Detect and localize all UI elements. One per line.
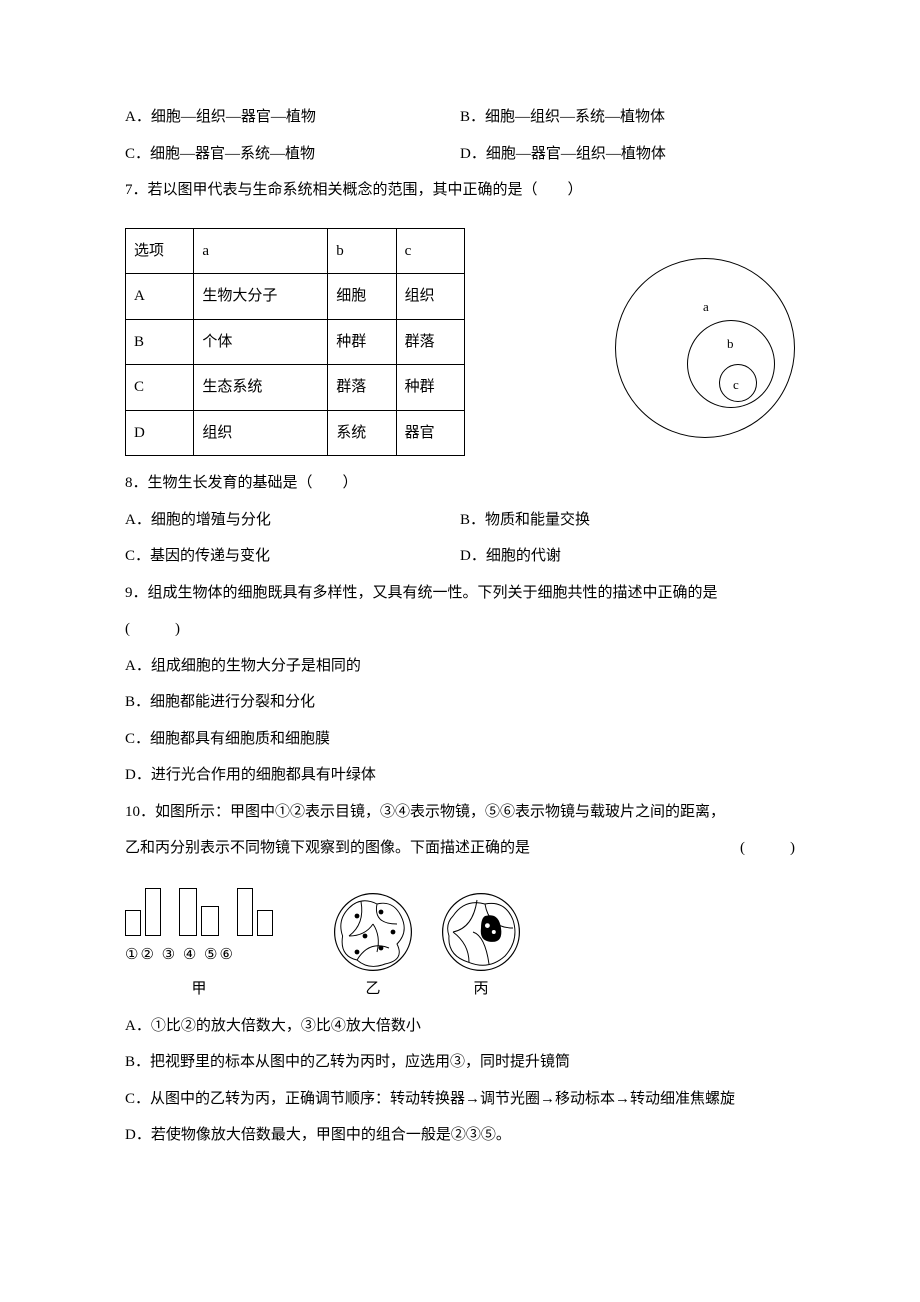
cell: 生物大分子 — [194, 274, 328, 320]
q7-stem: 7．若以图甲代表与生命系统相关概念的范围，其中正确的是（ ） — [125, 173, 795, 208]
q6-optA: A．细胞—组织—器官—植物 — [125, 100, 460, 135]
caption-jia: 甲 — [125, 972, 273, 1007]
q10-optA: A．①比②的放大倍数大，③比④放大倍数小 — [125, 1009, 795, 1044]
eyepiece-pair — [125, 888, 161, 936]
cell: 系统 — [328, 410, 396, 456]
q8-row2: C．基因的传递与变化 D．细胞的代谢 — [125, 539, 795, 574]
q10-optB: B．把视野里的标本从图中的乙转为丙时，应选用③，同时提升镜筒 — [125, 1045, 795, 1080]
nested-circles-diagram: a b c — [615, 258, 795, 438]
fig-jia: ①② ③ ④ ⑤⑥ 甲 — [125, 872, 273, 1007]
q8-optD: D．细胞的代谢 — [460, 539, 795, 574]
q6-options-row2: C．细胞—器官—系统—植物 D．细胞—器官—组织—植物体 — [125, 137, 795, 172]
cell: 群落 — [328, 365, 396, 411]
q9-optB: B．细胞都能进行分裂和分化 — [125, 685, 795, 720]
q9-stem: 9．组成生物体的细胞既具有多样性，又具有统一性。下列关于细胞共性的描述中正确的是 — [125, 576, 795, 611]
q8-optC: C．基因的传递与变化 — [125, 539, 460, 574]
q10-figures: ①② ③ ④ ⑤⑥ 甲 乙 — [125, 872, 795, 1007]
th-c: c — [396, 228, 464, 274]
q8-optB: B．物质和能量交换 — [460, 503, 795, 538]
th-a: a — [194, 228, 328, 274]
objective-pair — [179, 888, 219, 936]
q8-stem: 8．生物生长发育的基础是（ ） — [125, 466, 795, 501]
lens-numbers: ①② ③ ④ ⑤⑥ — [125, 938, 235, 973]
q10-stem2-text: 乙和丙分别表示不同物镜下观察到的图像。下面描述正确的是 — [125, 831, 530, 866]
q9-stem2: ( ) — [125, 612, 795, 647]
q7-table: 选项 a b c A 生物大分子 细胞 组织 B 个体 种群 群落 C 生态系统… — [125, 228, 465, 457]
q10-optD: D．若使物像放大倍数最大，甲图中的组合一般是②③⑤。 — [125, 1118, 795, 1153]
q6-optD: D．细胞—器官—组织—植物体 — [460, 137, 795, 172]
cell: D — [126, 410, 194, 456]
fig-bing: 丙 — [441, 892, 521, 1007]
th-opt: 选项 — [126, 228, 194, 274]
label-a: a — [703, 292, 709, 322]
cell: A — [126, 274, 194, 320]
tube-1 — [125, 910, 141, 936]
tube-2 — [145, 888, 161, 936]
tube-4 — [201, 906, 219, 936]
fig-yi: 乙 — [333, 892, 413, 1007]
label-b: b — [727, 329, 734, 359]
q10-stem2: 乙和丙分别表示不同物镜下观察到的图像。下面描述正确的是 ( ) — [125, 831, 795, 866]
cell: 群落 — [396, 319, 464, 365]
tube-6 — [257, 910, 273, 936]
cell: 组织 — [396, 274, 464, 320]
table-row: C 生态系统 群落 种群 — [126, 365, 465, 411]
q8-optA: A．细胞的增殖与分化 — [125, 503, 460, 538]
cell: 器官 — [396, 410, 464, 456]
table-header-row: 选项 a b c — [126, 228, 465, 274]
cells-low-mag-icon — [333, 892, 413, 972]
q6-optB: B．细胞—组织—系统—植物体 — [460, 100, 795, 135]
cell: 个体 — [194, 319, 328, 365]
cell: B — [126, 319, 194, 365]
q10-stem2-blank: ( ) — [740, 831, 795, 866]
q10-stem1: 10．如图所示：甲图中①②表示目镜，③④表示物镜，⑤⑥表示物镜与载玻片之间的距离… — [125, 795, 795, 830]
q6-optC: C．细胞—器官—系统—植物 — [125, 137, 460, 172]
q6-options-row1: A．细胞—组织—器官—植物 B．细胞—组织—系统—植物体 — [125, 100, 795, 135]
cell-images: 乙 丙 — [333, 892, 521, 1007]
table-row: D 组织 系统 器官 — [126, 410, 465, 456]
q7-figure-block: 选项 a b c A 生物大分子 细胞 组织 B 个体 种群 群落 C 生态系统… — [125, 210, 795, 467]
cell: 种群 — [328, 319, 396, 365]
q10-optC: C．从图中的乙转为丙，正确调节顺序：转动转换器→调节光圈→移动标本→转动细准焦螺… — [125, 1082, 795, 1117]
caption-yi: 乙 — [365, 972, 380, 1007]
tube-5 — [237, 888, 253, 936]
q9-optC: C．细胞都具有细胞质和细胞膜 — [125, 722, 795, 757]
th-b: b — [328, 228, 396, 274]
cell: C — [126, 365, 194, 411]
lens-row — [125, 872, 273, 936]
cell: 生态系统 — [194, 365, 328, 411]
label-c: c — [733, 370, 739, 400]
cells-high-mag-icon — [441, 892, 521, 972]
q8-row1: A．细胞的增殖与分化 B．物质和能量交换 — [125, 503, 795, 538]
caption-bing: 丙 — [473, 972, 488, 1007]
cell: 种群 — [396, 365, 464, 411]
distance-pair — [237, 888, 273, 936]
table-row: B 个体 种群 群落 — [126, 319, 465, 365]
tube-3 — [179, 888, 197, 936]
q9-optA: A．组成细胞的生物大分子是相同的 — [125, 649, 795, 684]
table-row: A 生物大分子 细胞 组织 — [126, 274, 465, 320]
cell: 组织 — [194, 410, 328, 456]
q9-optD: D．进行光合作用的细胞都具有叶绿体 — [125, 758, 795, 793]
cell: 细胞 — [328, 274, 396, 320]
